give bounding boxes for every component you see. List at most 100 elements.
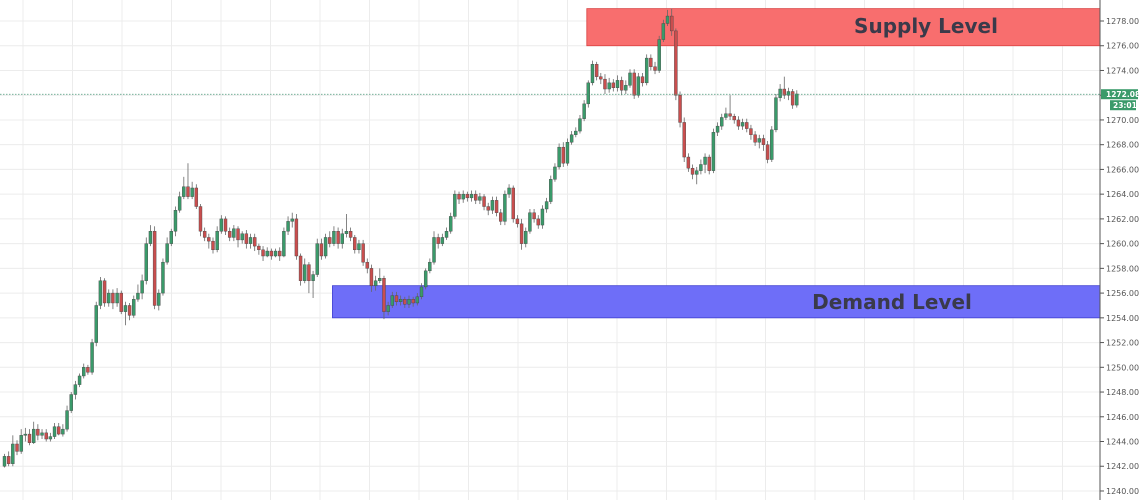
y-tick-label: 1248.00 [1106,388,1139,397]
candle-down [236,228,240,241]
candle-up [540,208,545,226]
candle-down [732,116,736,121]
candle-up [407,299,411,305]
candle-down [745,122,749,129]
candle-up [657,39,661,71]
candle-up [428,261,432,272]
current-price-badge [1101,89,1138,100]
candle-up [73,384,78,395]
candle-down [707,156,711,171]
candle-up [528,212,532,232]
candle-down [782,88,786,96]
candle-down [765,144,770,160]
candle-up [219,218,224,232]
candle-down [465,193,470,199]
candle-up [215,231,219,251]
candles [2,8,799,468]
candle-down [394,295,399,302]
candle-down [127,305,132,316]
candle-down [102,280,107,304]
candle-up [590,64,595,84]
y-tick-label: 1252.00 [1106,339,1139,348]
candle-down [603,78,607,90]
candle-up [282,231,286,257]
candle-down [261,249,265,257]
candle-down [515,218,520,225]
y-tick-label: 1260.00 [1106,240,1139,249]
y-tick-label: 1256.00 [1106,289,1139,298]
demand-level-label: Demand Level [812,290,972,314]
candle-up [636,76,641,96]
candle-up [19,435,23,452]
countdown-value: 23:01 [1113,101,1137,110]
candle-down [36,428,40,436]
candle-up [315,243,319,275]
candle-up [423,270,428,288]
candle-down [674,30,678,96]
current-price-marker: 1272.08 23:01 [0,89,1140,111]
candle-up [720,117,724,127]
candle-down [678,95,682,123]
candle-up [724,113,728,118]
candle-down [632,72,636,96]
candle-down [57,426,61,435]
candle-up [107,292,111,304]
candle-up [52,426,57,437]
candle-up [432,237,436,263]
candle-up [553,166,557,180]
candle-up [615,80,620,88]
candle-down [382,278,386,312]
candle-up [144,243,148,281]
y-tick-label: 1276.00 [1106,42,1139,51]
candle-up [90,342,94,373]
candle-down [536,218,540,226]
candle-down [494,200,499,213]
candle-down [499,212,503,222]
candle-down [294,218,299,257]
candle-up [157,292,161,306]
candle-down [257,245,261,251]
candle-down [403,299,407,305]
candle-up [444,231,449,238]
candle-down [44,432,48,440]
candle-up [265,250,269,257]
candle-up [398,299,403,302]
candle-down [519,223,524,244]
candle-up [607,82,611,90]
candle-up [644,57,649,84]
candle-up [61,428,65,435]
candle-up [448,216,453,232]
candle-up [795,93,799,106]
candle-up [240,233,244,241]
candle-up [699,164,703,171]
candle-down [749,128,753,135]
candle-down [152,231,157,306]
y-tick-label: 1266.00 [1106,165,1139,174]
candle-up [582,103,586,119]
candle-up [123,305,128,312]
y-tick-label: 1246.00 [1106,413,1139,422]
candle-down [753,134,757,143]
candle-down [348,231,353,238]
candle-up [115,292,119,304]
candle-down [227,231,232,238]
candle-down [211,240,215,251]
candle-down [599,76,603,80]
candle-up [544,201,549,210]
candle-down [511,187,515,220]
candle-up [715,125,720,133]
y-tick-label: 1242.00 [1106,462,1139,471]
candle-up [695,170,699,175]
candle-up [578,118,582,132]
candle-up [711,132,716,171]
candle-up [661,23,666,40]
candle-down [298,255,303,281]
candle-down [611,82,616,88]
candle-up [161,261,165,294]
candle-down [307,264,311,281]
supply-level-label: Supply Level [854,14,998,38]
candle-up [344,231,349,234]
candle-up [390,295,395,306]
candle-up [440,237,445,244]
